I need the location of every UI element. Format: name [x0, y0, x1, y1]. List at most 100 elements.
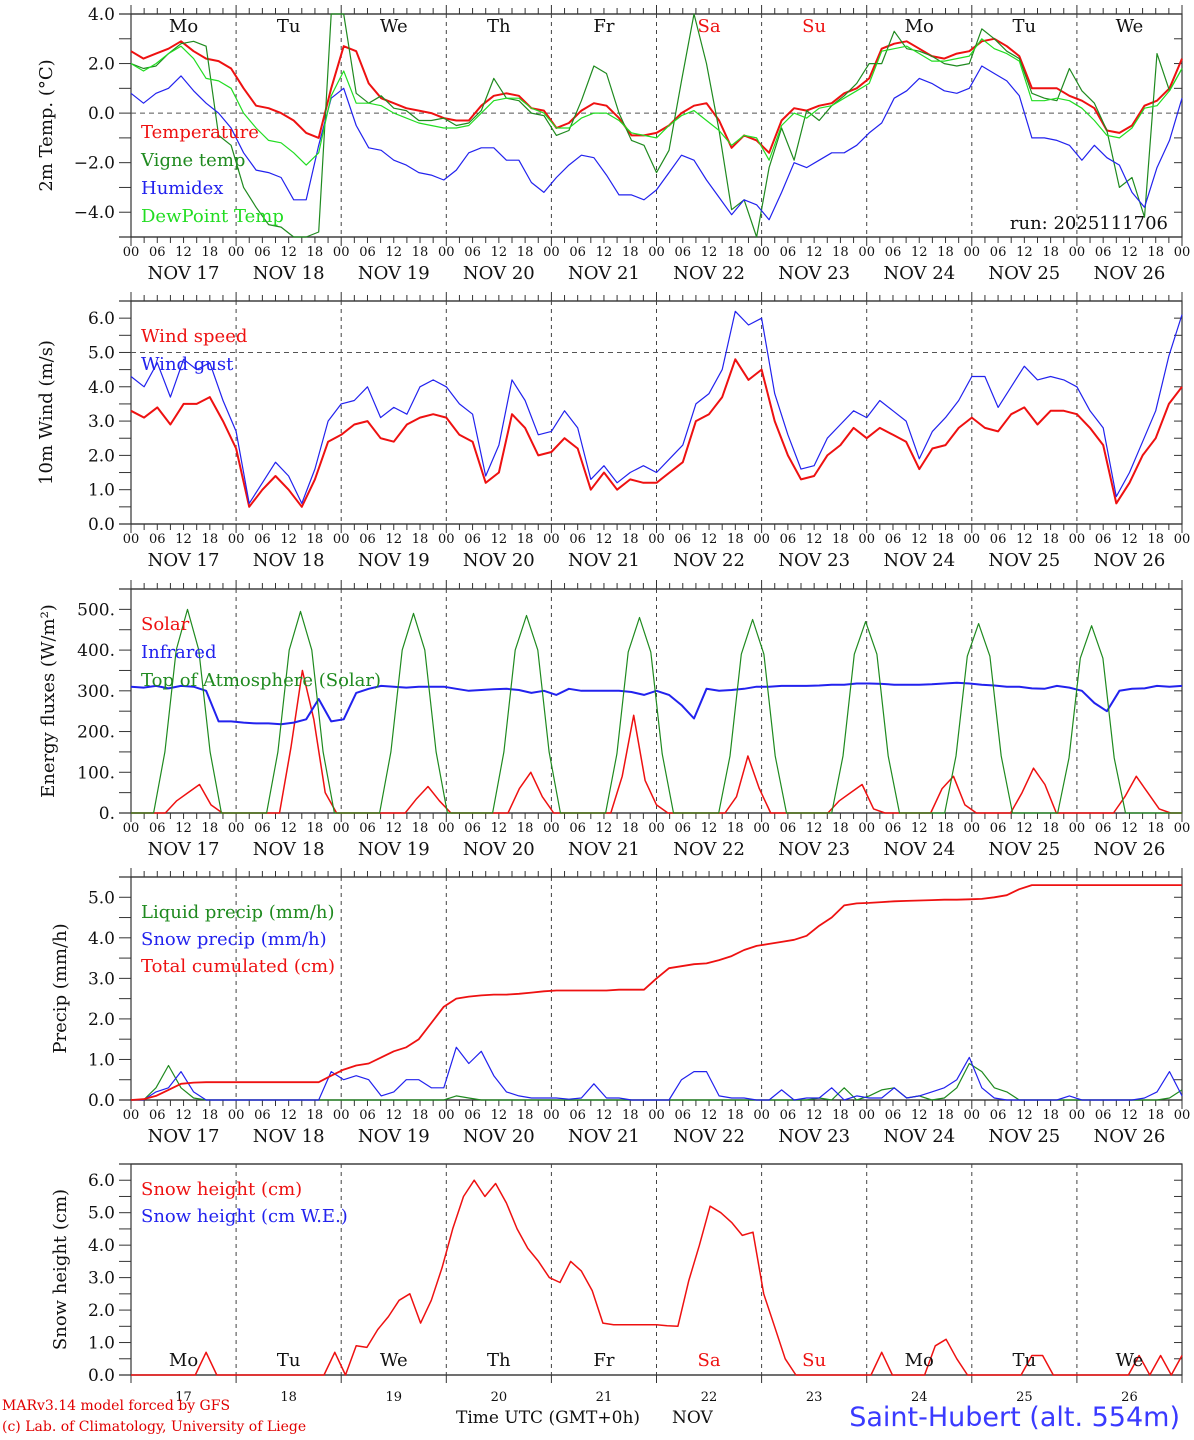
- x-day-number: 17: [175, 1390, 192, 1405]
- y-tick-label: −2.0: [74, 154, 115, 174]
- x-hour-tick: 06: [990, 245, 1007, 260]
- x-hour-tick: 00: [858, 1108, 875, 1123]
- x-hour-tick: 18: [937, 532, 954, 547]
- x-day-label: NOV 21: [568, 263, 640, 284]
- x-hour-tick: 12: [1016, 1108, 1033, 1123]
- x-hour-tick: 18: [727, 821, 744, 836]
- y-tick-label: 1.0: [88, 1050, 115, 1070]
- x-hour-tick: 18: [937, 821, 954, 836]
- x-day-label: NOV 22: [673, 263, 745, 284]
- weekday-label: Mo: [905, 16, 934, 37]
- x-hour-tick: 12: [1016, 821, 1033, 836]
- x-hour-tick: 00: [228, 821, 245, 836]
- legend-entry: Top of Atmosphere (Solar): [141, 670, 381, 691]
- x-hour-tick: 12: [280, 532, 297, 547]
- y-tick-label: 3.0: [88, 412, 115, 432]
- station-title: Saint-Hubert (alt. 554m): [849, 1402, 1180, 1433]
- x-hour-tick: 00: [753, 245, 770, 260]
- x-day-label: NOV 25: [988, 1126, 1060, 1147]
- x-hour-tick: 06: [1095, 532, 1112, 547]
- x-hour-tick: 06: [780, 245, 797, 260]
- y-tick-label: 2.0: [88, 55, 115, 75]
- x-hour-tick: 00: [438, 1108, 455, 1123]
- x-hour-tick: 12: [280, 821, 297, 836]
- x-day-label: NOV 17: [148, 550, 220, 571]
- x-hour-tick: 00: [648, 532, 665, 547]
- y-axis-label: 2m Temp. (°C): [36, 59, 57, 191]
- x-hour-tick: 06: [464, 532, 481, 547]
- x-hour-tick: 18: [1147, 245, 1164, 260]
- x-axis-month: NOV: [672, 1408, 713, 1428]
- x-day-label: NOV 23: [778, 1126, 850, 1147]
- x-hour-tick: 00: [123, 532, 140, 547]
- x-hour-tick: 12: [491, 1108, 508, 1123]
- x-hour-tick: 12: [596, 1108, 613, 1123]
- x-hour-tick: 06: [675, 1108, 692, 1123]
- y-tick-label: 0.: [99, 804, 115, 824]
- x-hour-tick: 00: [1069, 1108, 1086, 1123]
- x-hour-tick: 12: [806, 821, 823, 836]
- x-hour-tick: 12: [175, 532, 192, 547]
- weekday-label: Th: [487, 16, 511, 37]
- y-tick-label: 500.: [77, 600, 115, 620]
- weekday-label: Tu: [1013, 1350, 1037, 1371]
- y-tick-label: 0.0: [88, 1091, 115, 1111]
- x-hour-tick: 00: [1174, 821, 1191, 836]
- x-hour-tick: 06: [149, 245, 166, 260]
- y-tick-label: 5.0: [88, 1204, 115, 1224]
- x-hour-tick: 06: [254, 821, 271, 836]
- x-hour-tick: 00: [858, 821, 875, 836]
- x-hour-tick: 00: [964, 245, 981, 260]
- x-hour-tick: 00: [333, 821, 350, 836]
- x-hour-tick: 00: [438, 245, 455, 260]
- series-line-snow-precip-mm-h-: [131, 1046, 1183, 1101]
- series-line-humidex: [130, 65, 1183, 221]
- weekday-label: Mo: [169, 16, 198, 37]
- x-hour-tick: 18: [1042, 1108, 1059, 1123]
- x-hour-tick: 18: [412, 245, 429, 260]
- x-hour-tick: 06: [885, 821, 902, 836]
- x-hour-tick: 18: [1042, 245, 1059, 260]
- y-tick-label: 200.: [77, 723, 115, 743]
- x-hour-tick: 06: [990, 821, 1007, 836]
- x-hour-tick: 18: [307, 1108, 324, 1123]
- x-hour-tick: 06: [780, 532, 797, 547]
- weekday-label: Fr: [593, 1350, 614, 1371]
- x-hour-tick: 12: [1121, 821, 1138, 836]
- legend-entry: Solar: [141, 614, 190, 635]
- series-line-wind-speed: [130, 358, 1183, 508]
- x-day-number: 19: [385, 1390, 402, 1405]
- y-tick-label: 6.0: [88, 309, 115, 329]
- x-hour-tick: 06: [359, 245, 376, 260]
- x-day-label: NOV 19: [358, 263, 430, 284]
- x-hour-tick: 18: [832, 1108, 849, 1123]
- legend-entry: Vigne temp: [140, 150, 245, 171]
- x-hour-tick: 00: [543, 821, 560, 836]
- y-tick-label: 400.: [77, 641, 115, 661]
- x-hour-tick: 12: [596, 532, 613, 547]
- x-day-number: 25: [1016, 1390, 1033, 1405]
- weekday-label: We: [380, 1350, 408, 1371]
- x-day-number: 18: [280, 1390, 297, 1405]
- credit-model: MARv3.14 model forced by GFS: [2, 1398, 231, 1414]
- x-hour-tick: 18: [202, 821, 219, 836]
- x-day-label: NOV 18: [253, 839, 325, 860]
- x-hour-tick: 12: [596, 821, 613, 836]
- x-hour-tick: 18: [622, 821, 639, 836]
- x-day-label: NOV 20: [463, 550, 535, 571]
- x-hour-tick: 18: [202, 532, 219, 547]
- x-hour-tick: 00: [228, 532, 245, 547]
- x-day-label: NOV 20: [463, 839, 535, 860]
- y-axis-label: Precip (mm/h): [50, 923, 71, 1053]
- x-day-label: NOV 23: [778, 263, 850, 284]
- x-day-label: NOV 21: [568, 839, 640, 860]
- x-day-label: NOV 24: [883, 550, 955, 571]
- x-hour-tick: 18: [622, 245, 639, 260]
- x-hour-tick: 12: [491, 821, 508, 836]
- x-day-label: NOV 22: [673, 1126, 745, 1147]
- legend-entry: Infrared: [141, 642, 216, 663]
- x-hour-tick: 12: [175, 821, 192, 836]
- x-hour-tick: 00: [123, 245, 140, 260]
- y-tick-label: 100.: [77, 763, 115, 783]
- x-hour-tick: 06: [569, 1108, 586, 1123]
